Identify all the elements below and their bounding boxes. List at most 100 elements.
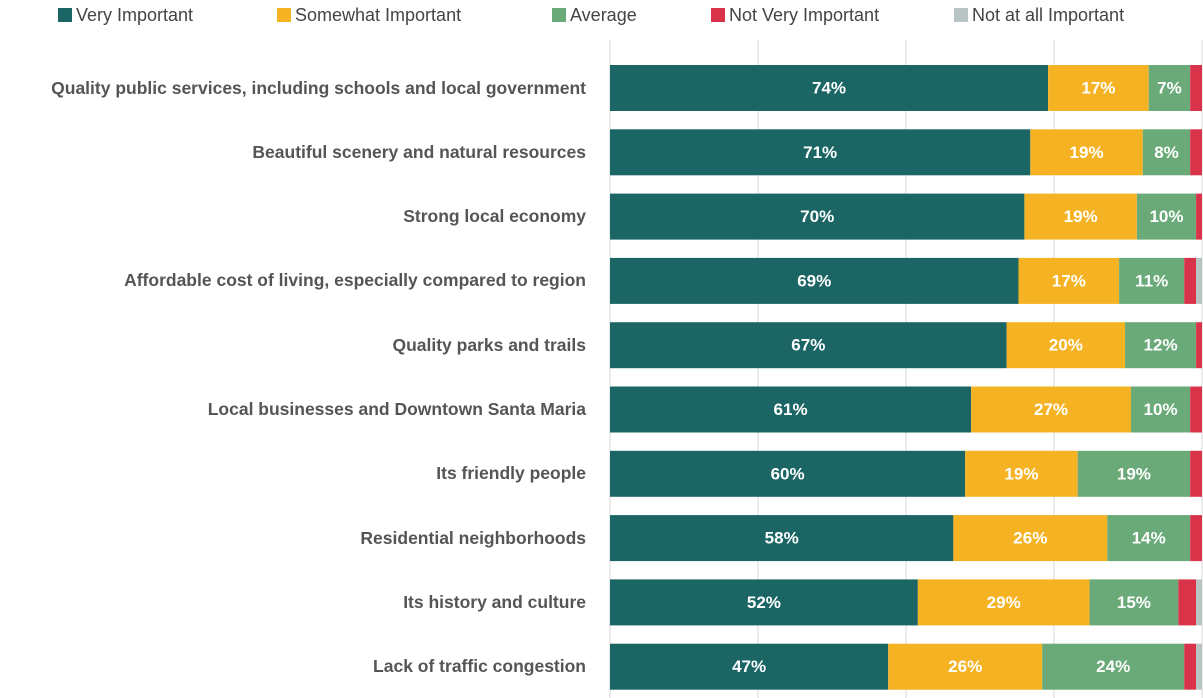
category-label: Affordable cost of living, especially co… bbox=[0, 253, 586, 309]
value-label: 71% bbox=[803, 143, 837, 162]
value-label: 17% bbox=[1081, 78, 1115, 97]
bar-segment bbox=[1042, 643, 1185, 690]
category-label: Its history and culture bbox=[0, 574, 586, 630]
bar-segment bbox=[1089, 579, 1179, 626]
category-label: Local businesses and Downtown Santa Mari… bbox=[0, 382, 586, 438]
bar-segment bbox=[1196, 322, 1202, 369]
value-label: 10% bbox=[1149, 207, 1183, 226]
bar-segment bbox=[610, 579, 918, 626]
category-text: Lack of traffic congestion bbox=[373, 656, 586, 677]
value-label: 19% bbox=[1070, 143, 1104, 162]
category-text: Its friendly people bbox=[436, 463, 586, 484]
category-label: Quality public services, including schoo… bbox=[0, 60, 586, 116]
legend-swatch bbox=[277, 8, 291, 22]
value-label: 27% bbox=[1034, 400, 1068, 419]
bar-segment bbox=[1196, 193, 1202, 240]
bar-segment bbox=[1125, 322, 1197, 369]
value-label: 26% bbox=[948, 657, 982, 676]
value-label: 10% bbox=[1144, 400, 1178, 419]
value-label: 17% bbox=[1052, 271, 1086, 290]
category-text: Affordable cost of living, especially co… bbox=[124, 270, 586, 291]
legend-label: Not Very Important bbox=[729, 5, 879, 25]
legend-label: Very Important bbox=[76, 5, 193, 25]
category-text: Residential neighborhoods bbox=[360, 527, 586, 548]
bar-segment bbox=[610, 386, 972, 433]
bar-segment bbox=[1148, 65, 1191, 111]
bar-segment bbox=[610, 515, 954, 562]
bar-segment bbox=[1196, 257, 1202, 304]
category-text: Quality public services, including schoo… bbox=[51, 77, 586, 98]
value-label: 12% bbox=[1144, 336, 1178, 355]
value-label: 60% bbox=[771, 464, 805, 483]
category-label: Quality parks and trails bbox=[0, 317, 586, 373]
value-label: 47% bbox=[732, 657, 766, 676]
category-text: Strong local economy bbox=[403, 206, 586, 227]
bar-segment bbox=[1190, 515, 1202, 562]
value-label: 52% bbox=[747, 593, 781, 612]
legend-label: Somewhat Important bbox=[295, 5, 461, 25]
value-label: 19% bbox=[1117, 464, 1151, 483]
bar-segment bbox=[953, 515, 1108, 562]
value-label: 20% bbox=[1049, 336, 1083, 355]
legend-label: Average bbox=[570, 5, 637, 25]
category-label: Beautiful scenery and natural resources bbox=[0, 124, 586, 180]
bar-segment bbox=[1196, 579, 1202, 626]
bar-segment bbox=[610, 257, 1019, 304]
bar-segment bbox=[917, 579, 1090, 626]
category-text: Its history and culture bbox=[403, 591, 586, 612]
bar-segment bbox=[610, 322, 1007, 369]
legend-swatch bbox=[552, 8, 566, 22]
value-label: 14% bbox=[1132, 529, 1166, 548]
bar-segment bbox=[1190, 129, 1202, 176]
bar-segment bbox=[971, 386, 1131, 433]
bar-segment bbox=[1077, 450, 1191, 497]
value-label: 74% bbox=[812, 78, 846, 97]
category-label: Lack of traffic congestion bbox=[0, 639, 586, 695]
bar-segment bbox=[1107, 515, 1191, 562]
bar-segment bbox=[1130, 386, 1191, 433]
bar-segment bbox=[1048, 65, 1149, 111]
legend-swatch bbox=[58, 8, 72, 22]
category-text: Local businesses and Downtown Santa Mari… bbox=[207, 399, 586, 419]
value-label: 7% bbox=[1157, 78, 1182, 97]
value-label: 26% bbox=[1013, 529, 1047, 548]
bar-segment bbox=[1136, 193, 1197, 240]
value-label: 15% bbox=[1117, 593, 1151, 612]
value-label: 24% bbox=[1096, 657, 1130, 676]
value-label: 61% bbox=[774, 400, 808, 419]
bar-segment bbox=[1190, 450, 1202, 497]
value-label: 67% bbox=[791, 336, 825, 355]
bar-segment bbox=[1024, 193, 1137, 240]
category-label: Residential neighborhoods bbox=[0, 510, 586, 566]
bar-segment bbox=[1006, 322, 1126, 369]
category-label: Strong local economy bbox=[0, 189, 586, 245]
bar-segment bbox=[888, 643, 1043, 690]
bar-segment bbox=[1196, 643, 1202, 690]
value-label: 19% bbox=[1004, 464, 1038, 483]
bar-segment bbox=[610, 193, 1025, 240]
bar-segment bbox=[965, 450, 1078, 497]
bar-segment bbox=[1030, 129, 1143, 176]
bar-segment bbox=[610, 450, 966, 497]
bar-segment bbox=[1190, 65, 1202, 111]
value-label: 29% bbox=[987, 593, 1021, 612]
bar-segment bbox=[610, 65, 1049, 111]
bar-segment bbox=[1119, 257, 1185, 304]
bar-segment bbox=[1184, 643, 1197, 690]
category-text: Beautiful scenery and natural resources bbox=[252, 141, 586, 162]
value-label: 69% bbox=[797, 271, 831, 290]
bar-segment bbox=[1190, 386, 1202, 433]
bar-segment bbox=[610, 643, 889, 690]
bar-segment bbox=[1178, 579, 1197, 626]
value-label: 70% bbox=[800, 207, 834, 226]
value-label: 58% bbox=[765, 529, 799, 548]
bar-segment bbox=[610, 129, 1031, 176]
category-text: Quality parks and trails bbox=[392, 334, 586, 355]
bar-segment bbox=[1018, 257, 1120, 304]
value-label: 11% bbox=[1135, 271, 1168, 290]
legend-label: Not at all Important bbox=[972, 5, 1124, 25]
value-label: 8% bbox=[1154, 143, 1179, 162]
value-label: 19% bbox=[1064, 207, 1098, 226]
